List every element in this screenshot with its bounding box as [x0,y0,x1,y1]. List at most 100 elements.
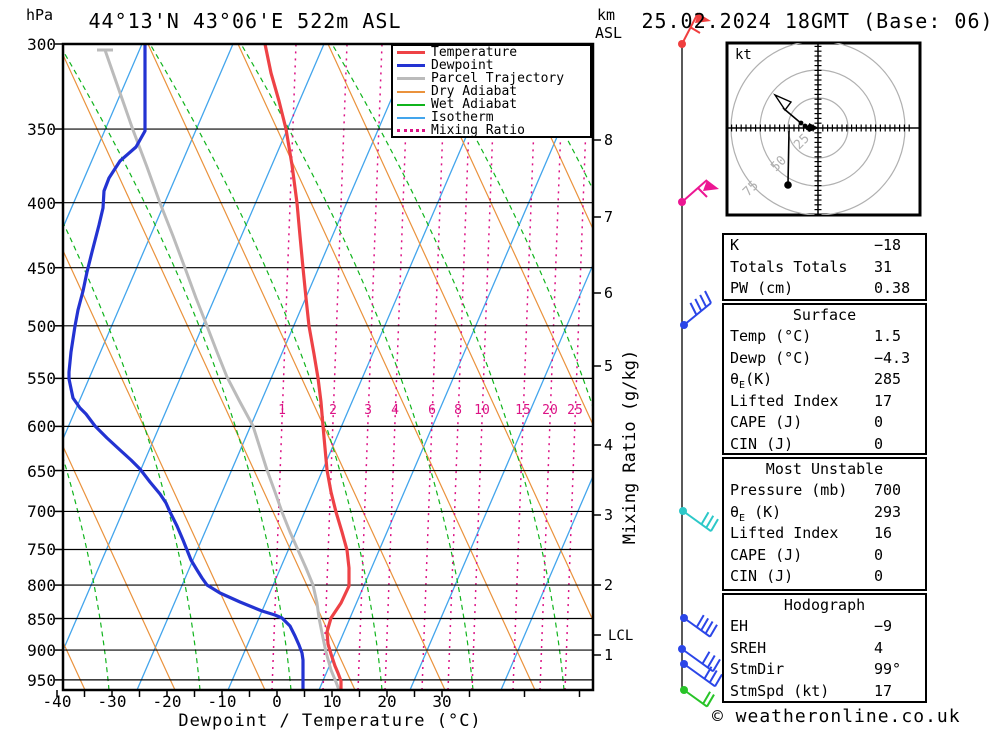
mixing-ratio-label: 3 [364,403,372,418]
indices-table: K −18 Totals Totals 31 PW (cm) 0.38 [722,233,927,301]
legend: Temperature Dewpoint Parcel Trajectory Dry … [391,44,592,138]
row-label: CAPE (J) [730,545,803,564]
row-label: CIN (J) [730,434,794,453]
mixing-ratio-label: 6 [428,403,436,418]
dry-adiabat-line-sample [397,90,425,93]
table-row: CAPE (J) 0 [724,412,925,434]
legend-item: Dry Adiabat [393,85,590,98]
pressure-tick-label: 850 [27,609,56,629]
table-row: CIN (J) 0 [724,566,925,588]
km-tick-label: 7 [604,208,614,226]
row-value: 0.38 [874,279,911,297]
pressure-tick-label: 750 [27,540,56,560]
row-label: StmDir [730,660,785,678]
km-tick-label: 5 [604,357,614,375]
pressure-tick-label: 300 [27,35,56,54]
mixing-ratio-label: 20 [542,403,558,418]
pressure-tick-label: 350 [27,120,56,140]
row-value: 0 [874,545,884,564]
mixing-ratio-label: 10 [474,403,490,418]
dewpoint-line-sample [397,64,425,67]
row-value: 293 [874,502,902,521]
temp-tick-label: -40 [42,692,72,711]
run-datetime: 25.02.2024 18GMT (Base: 06) [641,9,994,33]
table-row: StmSpd (kt) 17 [724,681,925,703]
temp-tick-label: 10 [322,692,342,711]
row-value: 285 [874,370,902,388]
temp-tick-label: -20 [152,692,182,711]
table-section-title: Most Unstable [765,460,884,478]
mixing-ratio-label: 15 [515,403,531,418]
pressure-tick-label: 900 [27,641,56,661]
pressure-tick-label: 700 [27,502,56,522]
legend-item-label: Mixing Ratio [431,123,525,138]
row-value: 4 [874,638,884,657]
row-value: −18 [874,236,902,254]
row-label: PW (cm) [730,279,794,297]
row-label: EH [730,617,749,635]
legend-item-label: Wet Adiabat [431,97,518,112]
altitude-axis-ref: ASL [595,24,623,42]
hodograph-unit-label: kt [735,47,752,63]
row-value: 700 [874,481,902,499]
table-row: Lifted Index 17 [724,391,925,413]
table-row: PW (cm) 0.38 [724,278,925,300]
isotherm-line-sample [397,116,425,119]
mixing-ratio-label: 1 [278,403,286,418]
row-label: Lifted Index [730,524,839,542]
mixing-ratio-axis-title: Mixing Ratio (g/kg) [620,349,640,545]
mixing-ratio-line-sample [397,129,425,132]
temperature-line-sample [397,51,425,54]
km-tick-label: 1 [604,646,614,664]
table-row: Totals Totals 31 [724,257,925,279]
pressure-tick-label: 650 [27,461,56,481]
mixing-ratio-label: 4 [391,403,399,418]
row-value: 31 [874,257,893,276]
km-tick-label: 4 [604,436,614,454]
row-label: θE (K) [730,502,782,524]
legend-item: Isotherm [393,111,590,124]
pressure-tick-label: 600 [27,417,56,437]
row-label: Temp (°C) [730,327,812,345]
pressure-tick-label: 500 [27,316,56,336]
row-value: 17 [874,681,893,700]
hodograph-table: Hodograph EH −9 SREH 4 StmDir 99° StmSpd (kt) 17 [722,593,927,703]
table-row: CIN (J) 0 [724,434,925,456]
row-value: 17 [874,391,893,410]
mixing-ratio-label: 25 [567,403,583,418]
row-value: −9 [874,617,893,635]
parcel-trajectory-line-sample [397,77,425,80]
table-row: Pressure (mb) 700 [724,480,925,502]
most-unstable-table: Most Unstable Pressure (mb) 700 θE (K) 293 Li… [722,457,927,591]
row-value: 0 [874,434,884,453]
lcl-label: LCL [608,628,634,644]
temp-tick-label: 20 [377,692,397,711]
km-tick-label: 3 [604,506,614,524]
temp-tick-label: -10 [207,692,237,711]
legend-item: Dewpoint [393,59,590,72]
altitude-axis-unit: km [597,6,616,24]
row-label: StmSpd (kt) [730,681,830,700]
row-value: −4.3 [874,348,911,367]
row-label: θE(K) [730,370,773,391]
row-value: 0 [874,413,884,431]
table-row: StmDir 99° [724,659,925,681]
page-title: 44°13'N 43°06'E 522m ASL [88,9,402,33]
km-tick-label: 2 [604,576,614,594]
table-row: θE(K) 285 [724,369,925,391]
table-row: Dewp (°C) −4.3 [724,348,925,370]
km-tick-label: 6 [604,284,614,302]
wet-adiabat-line-sample [397,103,425,106]
x-axis-title: Dewpoint / Temperature (°C) [178,711,482,731]
mixing-ratio-label: 8 [454,403,462,418]
temp-tick-label: 0 [272,692,282,711]
row-label: K [730,236,740,254]
table-row: Temp (°C) 1.5 [724,326,925,348]
legend-item-label: Isotherm [431,110,494,125]
legend-item: Wet Adiabat [393,98,590,111]
legend-item-label: Dry Adiabat [431,84,518,99]
row-value: 16 [874,524,893,542]
row-value: 0 [874,567,884,585]
